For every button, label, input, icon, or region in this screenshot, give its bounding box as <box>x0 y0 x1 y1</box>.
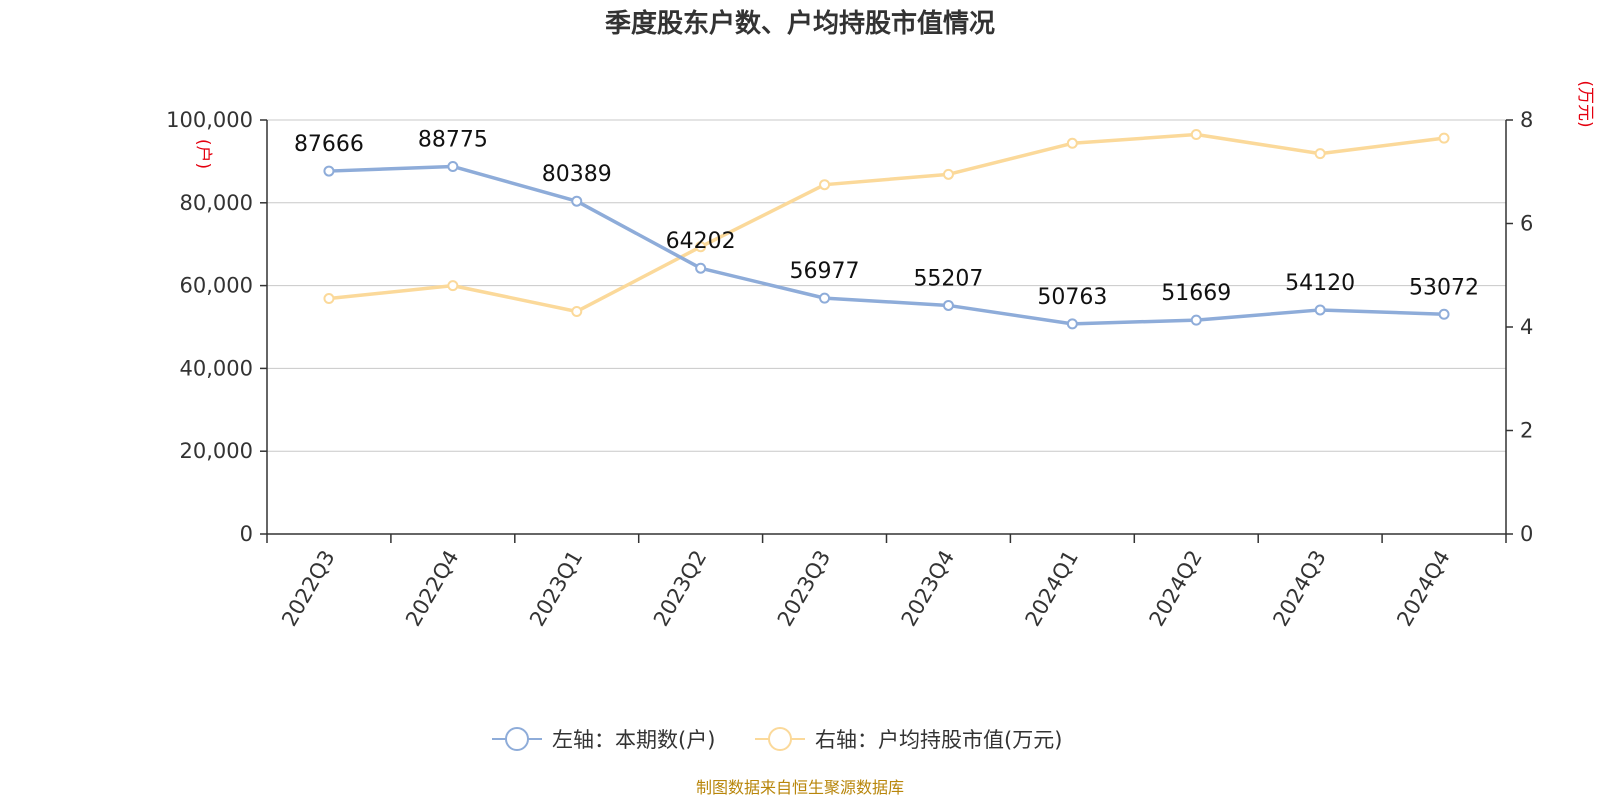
data-point <box>1066 318 1078 330</box>
data-label: 88775 <box>418 127 488 152</box>
x-tick-label: 2023Q2 <box>649 546 711 630</box>
x-tick-label: 2022Q3 <box>277 546 339 630</box>
data-label: 54120 <box>1285 271 1355 296</box>
left-axis-unit: (户) <box>193 139 213 169</box>
left-tick-label: 60,000 <box>180 274 253 298</box>
data-point <box>695 262 707 274</box>
data-point <box>1190 314 1202 326</box>
legend-swatch-marker <box>768 727 792 751</box>
x-tick-label: 2024Q2 <box>1144 546 1206 630</box>
data-point <box>1438 132 1450 144</box>
left-tick-label: 100,000 <box>166 108 253 132</box>
data-label: 64202 <box>666 229 736 254</box>
data-point <box>1314 148 1326 160</box>
data-label: 80389 <box>542 162 612 187</box>
left-tick-label: 0 <box>240 522 253 546</box>
legend: 左轴：本期数(户) 右轴：户均持股市值(万元) <box>492 727 1062 752</box>
data-point <box>323 293 335 305</box>
x-tick-label: 2024Q3 <box>1268 546 1330 630</box>
data-point <box>1066 137 1078 149</box>
series-line <box>328 132 1445 314</box>
data-label: 53072 <box>1409 275 1479 300</box>
right-axis-unit: (万元) <box>1575 80 1595 127</box>
right-tick-label: 0 <box>1520 522 1533 546</box>
legend-label: 左轴：本期数(户) <box>552 728 715 752</box>
data-label: 87666 <box>294 132 364 157</box>
data-point <box>1438 308 1450 320</box>
chart-title: 季度股东户数、户均持股市值情况 <box>605 8 995 39</box>
data-point <box>819 292 831 304</box>
data-point <box>1190 128 1202 140</box>
data-point <box>447 280 459 292</box>
right-tick-label: 4 <box>1520 315 1533 339</box>
series-line <box>328 164 1445 326</box>
right-axis: 0 2 4 6 8 <box>1505 108 1533 546</box>
data-label: 56977 <box>790 259 860 284</box>
data-point <box>571 305 583 317</box>
source-note: 制图数据来自恒生聚源数据库 <box>696 778 904 797</box>
x-tick-label: 2024Q4 <box>1392 546 1454 630</box>
x-tick-label: 2023Q3 <box>773 546 835 630</box>
plot-series <box>323 128 1450 330</box>
data-point <box>819 179 831 191</box>
data-label: 55207 <box>913 266 983 291</box>
left-tick-label: 40,000 <box>180 356 253 380</box>
x-tick-label: 2022Q4 <box>401 546 463 630</box>
left-tick-label: 20,000 <box>180 439 253 463</box>
x-axis: 2022Q3 2022Q4 2023Q1 2023Q2 2023Q3 2023Q4 2024… <box>266 533 1507 630</box>
right-tick-label: 6 <box>1520 212 1533 236</box>
data-label: 50763 <box>1037 285 1107 310</box>
data-point <box>695 241 707 253</box>
data-point <box>571 195 583 207</box>
left-axis: 0 20,000 40,000 60,000 80,000 100,000 <box>166 108 268 546</box>
data-point <box>942 299 954 311</box>
data-point <box>942 168 954 180</box>
left-tick-label: 80,000 <box>180 191 253 215</box>
right-tick-label: 8 <box>1520 108 1533 132</box>
x-tick-label: 2024Q1 <box>1021 546 1083 630</box>
data-point <box>323 165 335 177</box>
x-tick-label: 2023Q1 <box>525 546 587 630</box>
data-point <box>447 160 459 172</box>
data-label: 51669 <box>1161 281 1231 306</box>
x-tick-label: 2023Q4 <box>897 546 959 630</box>
legend-label: 右轴：户均持股市值(万元) <box>815 728 1062 752</box>
legend-swatch-marker <box>505 727 529 751</box>
data-point <box>1314 304 1326 316</box>
data-labels: 87666 88775 80389 64202 56977 55207 50763 51669… <box>294 127 1479 309</box>
right-tick-label: 2 <box>1520 419 1533 443</box>
gridlines <box>267 119 1506 452</box>
